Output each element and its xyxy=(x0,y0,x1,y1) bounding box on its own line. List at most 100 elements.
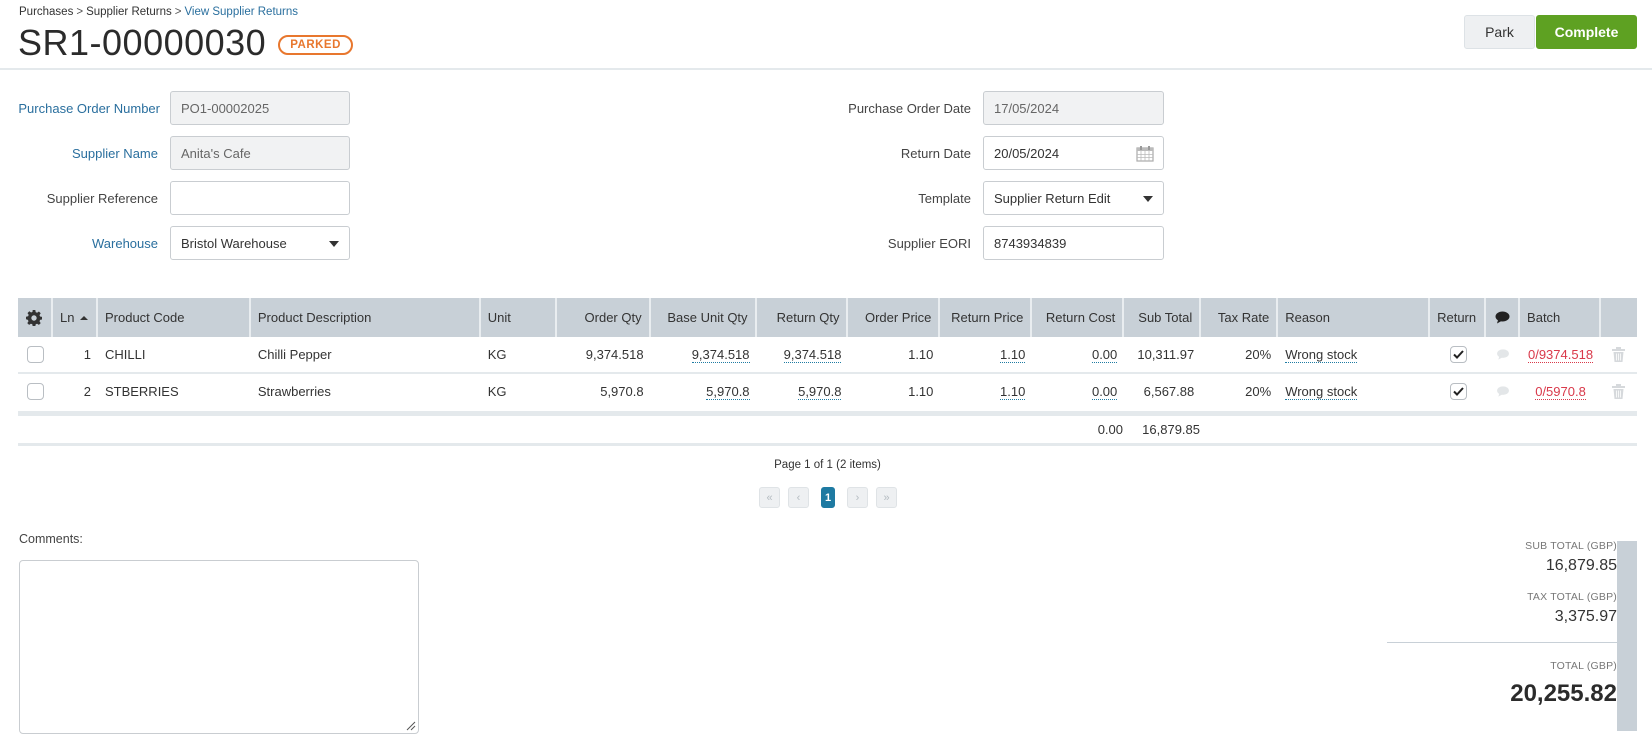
comment-icon[interactable] xyxy=(1496,386,1510,397)
column-return-cost[interactable]: Return Cost xyxy=(1032,298,1125,337)
cell-return-qty[interactable]: 5,970.8 xyxy=(798,383,842,400)
column-settings[interactable] xyxy=(18,298,53,337)
supplier-eori-input[interactable]: 8743934839 xyxy=(983,226,1164,260)
cell-unit: KG xyxy=(487,384,507,399)
grid-divider xyxy=(18,411,1637,416)
column-base-unit-qty[interactable]: Base Unit Qty xyxy=(651,298,757,337)
warehouse-label[interactable]: Warehouse xyxy=(92,235,158,251)
breadcrumb-view-supplier-returns[interactable]: View Supplier Returns xyxy=(184,6,299,18)
last-page-button[interactable]: » xyxy=(876,487,897,508)
comments-textarea[interactable] xyxy=(19,560,419,734)
breadcrumb-supplier-returns[interactable]: Supplier Returns xyxy=(86,6,172,18)
cell-unit: KG xyxy=(487,347,507,362)
cell-reason[interactable]: Wrong stock xyxy=(1285,383,1358,400)
column-unit[interactable]: Unit xyxy=(481,298,557,337)
return-date-value: 20/05/2024 xyxy=(994,145,1060,161)
supplier-reference-row: Supplier Reference xyxy=(0,181,158,215)
po-number-label[interactable]: Purchase Order Number xyxy=(18,100,160,116)
totals-divider xyxy=(1387,642,1636,643)
warehouse-select[interactable]: Bristol Warehouse xyxy=(170,226,350,260)
totals-summary: SUB TOTAL (GBP) 16,879.85 TAX TOTAL (GBP… xyxy=(1387,540,1636,708)
park-button[interactable]: Park xyxy=(1464,15,1535,49)
cell-reason[interactable]: Wrong stock xyxy=(1285,346,1358,363)
comments-label: Comments: xyxy=(19,532,83,546)
grid-header: Ln Product Code Product Description Unit… xyxy=(18,298,1637,337)
supplier-name-label[interactable]: Supplier Name xyxy=(72,145,158,161)
gear-icon[interactable] xyxy=(26,309,43,326)
column-order-price[interactable]: Order Price xyxy=(848,298,941,337)
resize-handle-icon[interactable] xyxy=(405,720,416,731)
supplier-eori-label: Supplier EORI xyxy=(887,235,971,251)
return-checkbox[interactable] xyxy=(1449,383,1467,400)
chevron-down-icon xyxy=(329,241,339,247)
column-tax-rate[interactable]: Tax Rate xyxy=(1201,298,1279,337)
column-return[interactable]: Return xyxy=(1430,298,1487,337)
first-page-button[interactable]: « xyxy=(759,487,780,508)
column-return-price[interactable]: Return Price xyxy=(940,298,1033,337)
cell-base-unit-qty[interactable]: 5,970.8 xyxy=(706,383,750,400)
supplier-reference-input[interactable] xyxy=(170,181,350,215)
column-batch[interactable]: Batch xyxy=(1520,298,1601,337)
cell-sub-total: 6,567.88 xyxy=(1143,384,1195,399)
cell-tax-rate: 20% xyxy=(1245,347,1272,362)
sort-asc-icon xyxy=(80,315,89,320)
header-actions: Park Complete xyxy=(1464,15,1637,49)
cell-order-price: 1.10 xyxy=(908,384,934,399)
totals-side-bar xyxy=(1617,541,1637,731)
column-ln[interactable]: Ln xyxy=(53,298,98,337)
comment-icon[interactable] xyxy=(1496,349,1510,360)
grand-total-label: TOTAL (GBP) xyxy=(1550,660,1617,672)
breadcrumb-purchases[interactable]: Purchases xyxy=(19,6,74,18)
return-date-row: Return Date xyxy=(800,136,971,170)
template-select[interactable]: Supplier Return Edit xyxy=(983,181,1164,215)
column-sub-total[interactable]: Sub Total xyxy=(1124,298,1202,337)
trash-icon[interactable] xyxy=(1612,384,1626,399)
trash-icon[interactable] xyxy=(1612,347,1626,362)
supplier-name-row: Supplier Name xyxy=(0,136,158,170)
cell-return-price[interactable]: 1.10 xyxy=(1000,346,1026,363)
prev-page-button[interactable]: ‹ xyxy=(788,487,809,508)
cell-batch-link[interactable]: 0/5970.8 xyxy=(1535,383,1586,400)
title-row: SR1-00000030 PARKED xyxy=(18,22,353,64)
cell-return-qty[interactable]: 9,374.518 xyxy=(783,346,842,363)
column-reason[interactable]: Reason xyxy=(1278,298,1431,337)
po-number-field[interactable]: PO1-00002025 xyxy=(170,91,350,125)
po-date-label: Purchase Order Date xyxy=(848,100,971,116)
cell-tax-rate: 20% xyxy=(1245,384,1272,399)
return-date-label: Return Date xyxy=(900,145,971,161)
template-value: Supplier Return Edit xyxy=(994,190,1111,206)
row-select-checkbox[interactable] xyxy=(26,346,44,363)
row-select-checkbox[interactable] xyxy=(26,383,44,400)
supplier-reference-label: Supplier Reference xyxy=(46,190,158,206)
column-return-qty[interactable]: Return Qty xyxy=(757,298,849,337)
cell-return-cost[interactable]: 0.00 xyxy=(1091,346,1118,363)
chevron-down-icon xyxy=(1143,196,1153,202)
po-date-field[interactable]: 17/05/2024 xyxy=(983,91,1164,125)
column-product-code[interactable]: Product Code xyxy=(98,298,251,337)
cell-product-code: STBERRIES xyxy=(104,384,179,399)
table-row: 1 CHILLI Chilli Pepper KG 9,374.518 9,37… xyxy=(18,337,1637,374)
grid-totals-row: 0.00 16,879.85 xyxy=(18,416,1637,446)
cell-base-unit-qty[interactable]: 9,374.518 xyxy=(691,346,750,363)
cell-sub-total: 10,311.97 xyxy=(1137,347,1195,362)
column-product-description[interactable]: Product Description xyxy=(251,298,481,337)
column-order-qty[interactable]: Order Qty xyxy=(557,298,651,337)
return-date-input[interactable]: 20/05/2024 xyxy=(983,136,1164,170)
cell-return-cost[interactable]: 0.00 xyxy=(1091,383,1118,400)
cell-batch-link[interactable]: 0/9374.518 xyxy=(1527,346,1594,363)
warehouse-value: Bristol Warehouse xyxy=(181,235,287,251)
supplier-name-field[interactable]: Anita's Cafe xyxy=(170,136,350,170)
complete-button[interactable]: Complete xyxy=(1536,15,1637,49)
tax-total-label: TAX TOTAL (GBP) xyxy=(1527,591,1617,603)
next-page-button[interactable]: › xyxy=(847,487,868,508)
page-header: Purchases > Supplier Returns > View Supplier… xyxy=(0,0,1652,70)
page-title: SR1-00000030 xyxy=(18,22,267,63)
pagination: « ‹ 1 › » xyxy=(759,487,897,508)
return-checkbox[interactable] xyxy=(1449,346,1467,363)
calendar-icon[interactable] xyxy=(1136,145,1154,162)
page-1-button[interactable]: 1 xyxy=(821,487,835,508)
table-row: 2 STBERRIES Strawberries KG 5,970.8 5,97… xyxy=(18,374,1637,411)
cell-return-price[interactable]: 1.10 xyxy=(1000,383,1026,400)
warehouse-row: Warehouse xyxy=(0,226,158,260)
breadcrumb: Purchases > Supplier Returns > View Supplier… xyxy=(19,6,298,18)
